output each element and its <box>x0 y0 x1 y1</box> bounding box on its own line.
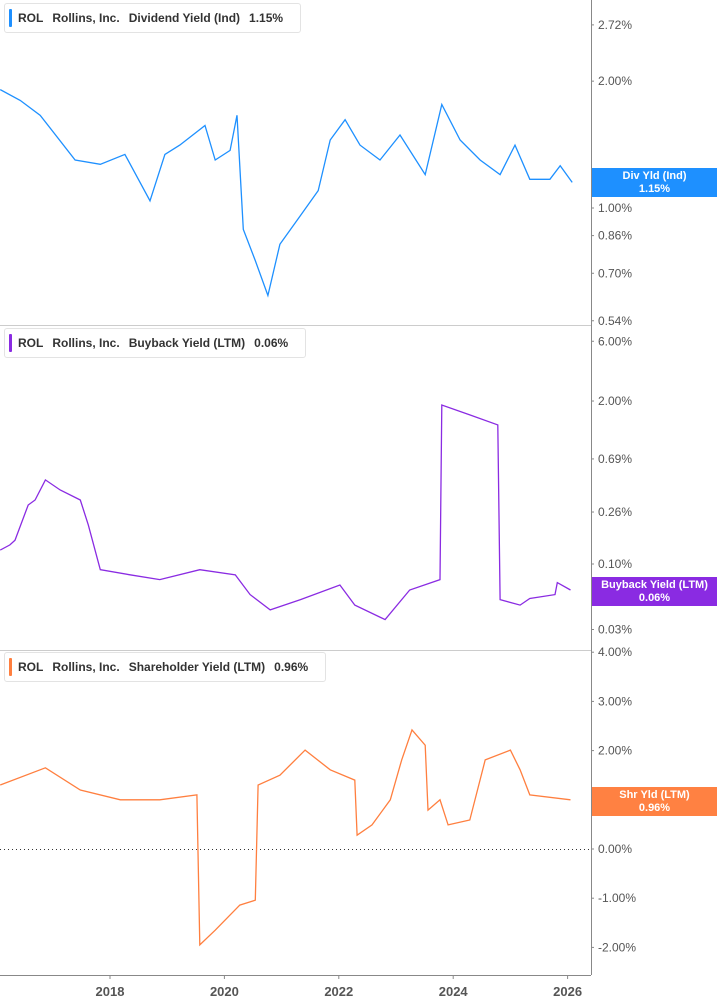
legend-swatch <box>9 9 12 27</box>
legend-company: Rollins, Inc. <box>52 11 120 25</box>
legend-ticker: ROL <box>18 336 44 350</box>
y-tick-label: 6.00% <box>598 334 632 348</box>
legend-value: 0.06% <box>254 336 289 350</box>
y-tick-label: -1.00% <box>598 891 636 905</box>
tag-label: Buyback Yield (LTM) <box>601 579 708 591</box>
series-line-0 <box>0 89 573 298</box>
y-tick-label: 0.26% <box>598 505 632 519</box>
tag-label: Shr Yld (LTM) <box>619 789 690 801</box>
legend-metric: Dividend Yield (Ind) <box>128 11 241 25</box>
x-tick-label: 2018 <box>96 984 125 999</box>
y-tick-label: 2.00% <box>598 744 632 758</box>
y-tick-label: 4.00% <box>598 645 632 659</box>
y-tick-label: 0.70% <box>598 266 632 280</box>
y-tick-label: 0.03% <box>598 622 632 636</box>
y-tick-label: 2.72% <box>598 18 632 32</box>
legend-value: 0.96% <box>274 660 309 674</box>
tag-value: 0.96% <box>638 802 671 814</box>
legend-shareholder-yield[interactable]: ROL Rollins, Inc. Shareholder Yield (LTM… <box>4 652 327 682</box>
legend-value: 1.15% <box>249 11 284 25</box>
current-value-tag-shareholder: Shr Yld (LTM) 0.96% <box>592 787 717 816</box>
legend-metric: Shareholder Yield (LTM) <box>128 660 266 674</box>
legend-buyback-yield[interactable]: ROL Rollins, Inc. Buyback Yield (LTM) 0.… <box>4 328 307 358</box>
x-tick-label: 2024 <box>439 984 469 999</box>
y-tick-label: 1.00% <box>598 201 632 215</box>
y-tick-label: 0.86% <box>598 229 632 243</box>
legend-ticker: ROL <box>18 11 44 25</box>
tag-label: Div Yld (Ind) <box>622 170 687 182</box>
current-value-tag-buyback: Buyback Yield (LTM) 0.06% <box>592 577 717 606</box>
legend-company: Rollins, Inc. <box>52 660 120 674</box>
legend-dividend-yield[interactable]: ROL Rollins, Inc. Dividend Yield (Ind) 1… <box>4 3 302 33</box>
x-tick-label: 2020 <box>210 984 239 999</box>
y-tick-label: 3.00% <box>598 694 632 708</box>
legend-swatch <box>9 334 12 352</box>
y-tick-label: 0.69% <box>598 452 632 466</box>
y-tick-label: 0.10% <box>598 557 632 571</box>
y-tick-label: -2.00% <box>598 940 636 954</box>
series-line-2 <box>0 728 571 947</box>
x-tick-label: 2022 <box>324 984 353 999</box>
tag-value: 0.06% <box>638 592 671 604</box>
current-value-tag-dividend: Div Yld (Ind) 1.15% <box>592 168 717 197</box>
legend-ticker: ROL <box>18 660 44 674</box>
y-tick-label: 0.00% <box>598 842 632 856</box>
x-tick-label: 2026 <box>553 984 582 999</box>
y-tick-label: 0.54% <box>598 314 632 328</box>
legend-swatch <box>9 658 12 676</box>
y-tick-label: 2.00% <box>598 394 632 408</box>
series-line-1 <box>0 404 571 621</box>
y-tick-label: 2.00% <box>598 74 632 88</box>
legend-company: Rollins, Inc. <box>52 336 120 350</box>
legend-metric: Buyback Yield (LTM) <box>128 336 246 350</box>
tag-value: 1.15% <box>638 183 671 195</box>
